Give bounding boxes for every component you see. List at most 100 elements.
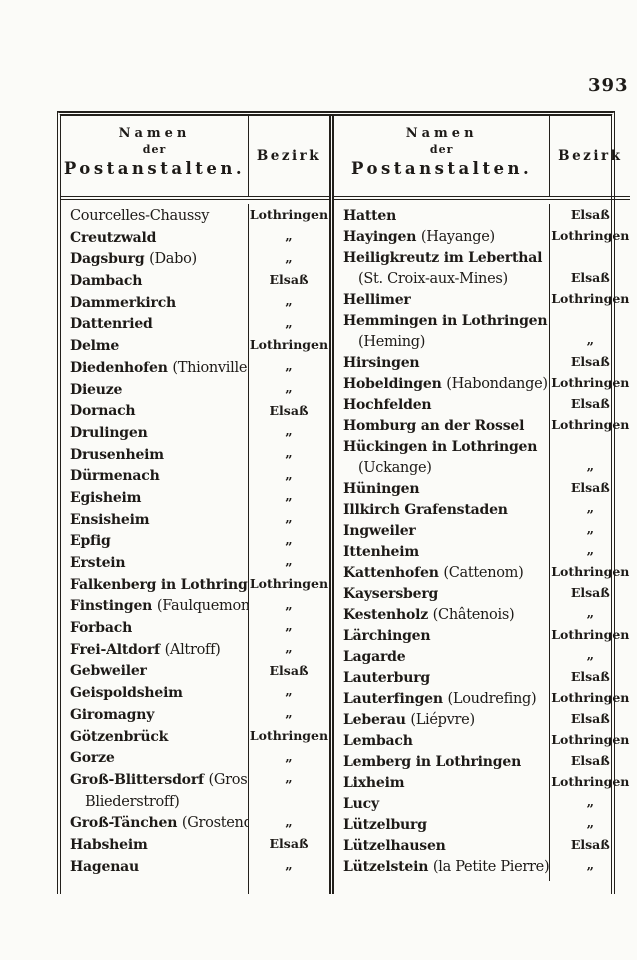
fraktur-text: Dambach: [70, 273, 143, 290]
table-row: Finstingen (Faulquemont) „: [61, 594, 329, 617]
table-row: Giromagny „: [61, 702, 329, 725]
table-row: Hobeldingen (Habondange) Lothringen: [334, 372, 630, 393]
table-row: Hemmingen in Lothringen (Heming) „: [334, 309, 630, 351]
bezirk-cell: Lothringen: [549, 372, 630, 393]
ditto-mark: „: [285, 445, 293, 461]
postanstalt-name-cell: Dattenried: [61, 312, 248, 334]
ditto-mark: „: [586, 522, 595, 537]
bezirk-cell: „: [248, 507, 329, 530]
table-row: Epfig „: [61, 529, 329, 551]
header-namen-der-postanstalten: Namen der Postanstalten.: [334, 116, 549, 196]
fraktur-text: Lemberg in Lothringen: [343, 754, 522, 770]
table-row: Dattenried „: [61, 312, 329, 335]
bezirk-value: Elsaß: [570, 837, 610, 852]
table-row: Courcelles-Chaussy Lothringen: [61, 204, 329, 226]
ditto-mark: „: [285, 749, 293, 765]
ditto-mark: „: [285, 641, 293, 657]
fraktur-text: Homburg an der Rossel: [343, 418, 525, 434]
fraktur-text: Kestenholz: [343, 607, 433, 623]
table-row: Lemberg in Lothringen Elsaß: [334, 750, 630, 771]
table-row: Hayingen (Hayange) Lothringen: [334, 225, 630, 246]
postanstalt-name-line: Finstingen (Faulquemont): [70, 594, 248, 616]
postanstalt-name-line: Hemmingen in Lothringen: [343, 309, 549, 330]
postanstalt-name-cell: Epfig: [61, 529, 248, 551]
fraktur-text: Lagarde: [343, 649, 406, 665]
postanstalt-name-cell: Kattenhofen (Cattenom): [334, 561, 549, 582]
bezirk-cell: „: [549, 309, 630, 351]
fraktur-text: Heiligkreutz im Leberthal: [343, 250, 543, 266]
table-row: Kestenholz (Châtenois) „: [334, 603, 630, 624]
fraktur-text: Epfig: [70, 533, 111, 550]
postanstalt-name-line: Erstein: [70, 551, 248, 573]
bezirk-value: Elsaß: [269, 402, 309, 418]
table-row: Ittenheim „: [334, 540, 630, 561]
table-row: Geispoldsheim „: [61, 681, 329, 703]
postanstalt-name-line: Lauterburg: [343, 666, 549, 687]
bezirk-value: Lothringen: [551, 774, 630, 789]
postanstalt-name-cell: Homburg an der Rossel: [334, 414, 549, 435]
bezirk-cell: „: [248, 811, 329, 833]
postanstalt-name-line: (St. Croix-aux-Mines): [343, 267, 549, 288]
table-row: Drusenheim „: [61, 442, 329, 465]
fraktur-text: Geispoldsheim: [70, 685, 183, 702]
fraktur-text: Giromagny: [70, 706, 155, 723]
table-row: Frei-Altdorf (Altroff) „: [61, 637, 329, 660]
postanstalt-name-line: Homburg an der Rossel: [343, 414, 549, 435]
table-header-right: Namen der Postanstalten. Bezirk: [334, 116, 631, 200]
fraktur-text: Götzenbrück: [70, 728, 169, 745]
postanstalt-name-line: Leberau (Liépvre): [343, 708, 549, 729]
bezirk-value: Lothringen: [551, 291, 630, 306]
postanstalt-name-cell: Creutzwald: [61, 226, 248, 248]
postanstalt-name-cell: Dammerkirch: [61, 291, 248, 313]
fraktur-text: Gorze: [70, 750, 115, 767]
postanstalt-name-cell: Dornach: [61, 399, 248, 421]
fraktur-text: Ingweiler: [343, 523, 416, 539]
bezirk-value: Elsaß: [570, 585, 610, 600]
bezirk-cell: „: [248, 767, 329, 812]
bezirk-cell: „: [248, 485, 329, 508]
postanstalt-name-line: Creutzwald: [70, 226, 248, 248]
postanstalt-name-line: Kestenholz (Châtenois): [343, 603, 549, 624]
table-row: Kattenhofen (Cattenom) Lothringen: [334, 561, 630, 582]
ditto-mark: „: [285, 294, 293, 310]
postanstalt-name-line: Götzenbrück: [70, 725, 248, 747]
table-row: Ingweiler „: [334, 519, 630, 540]
page-number: 393: [588, 75, 629, 96]
bezirk-cell: Elsaß: [549, 834, 630, 855]
bezirk-cell: „: [248, 616, 329, 638]
postanstalt-name-cell: Ensisheim: [61, 508, 248, 530]
postanstalt-name-cell: Hochfelden: [334, 393, 549, 414]
ditto-mark: „: [285, 489, 293, 505]
ditto-mark: „: [285, 359, 293, 375]
antiqua-text: (Altroff): [164, 641, 221, 658]
postanstalt-name-line: Bliederstroff): [70, 790, 248, 812]
postanstalt-name-cell: Drulingen: [61, 421, 248, 443]
postanstalt-name-line: Ingweiler: [343, 519, 549, 540]
postanstalt-name-cell: Dambach: [61, 269, 248, 291]
postanstalt-name-cell: Falkenberg in Lothringen: [61, 573, 248, 595]
table-row: Hochfelden Elsaß: [334, 393, 630, 414]
postanstalt-name-line: Lucy: [343, 792, 549, 813]
postanstalt-name-line: Delme: [70, 334, 248, 356]
postanstalt-name-line: Lützelburg: [343, 813, 549, 834]
postanstalt-name-line: Gorze: [70, 746, 248, 768]
postanstalt-name-line: Drulingen: [70, 421, 248, 443]
table-row: Egisheim „: [61, 485, 329, 508]
postanstalt-name-line: Hirsingen: [343, 351, 549, 372]
table-row: Gorze „: [61, 746, 329, 768]
ditto-mark: „: [285, 532, 293, 548]
header-namen-line2: der: [142, 143, 167, 156]
ditto-mark: „: [285, 619, 293, 635]
table-row: Groß-Tänchen (Grostenquin) „: [61, 811, 329, 833]
table-row: Falkenberg in Lothringen Lothringen: [61, 572, 329, 595]
postanstalt-name-cell: Gebweiler: [61, 659, 248, 681]
postanstalt-name-cell: Dagsburg (Dabo): [61, 247, 248, 269]
bezirk-cell: „: [248, 355, 329, 378]
table-row: Hüningen Elsaß: [334, 477, 630, 498]
postanstalt-name-line: Groß-Tänchen (Grostenquin): [70, 811, 248, 833]
postanstalt-name-cell: Finstingen (Faulquemont): [61, 594, 248, 616]
bezirk-value: Lothringen: [551, 627, 630, 642]
fraktur-text: Groß-Blittersdorf: [70, 771, 209, 788]
bezirk-cell: „: [549, 813, 630, 834]
table-half-left: Namen der Postanstalten. Bezirk Courcell…: [61, 116, 334, 895]
